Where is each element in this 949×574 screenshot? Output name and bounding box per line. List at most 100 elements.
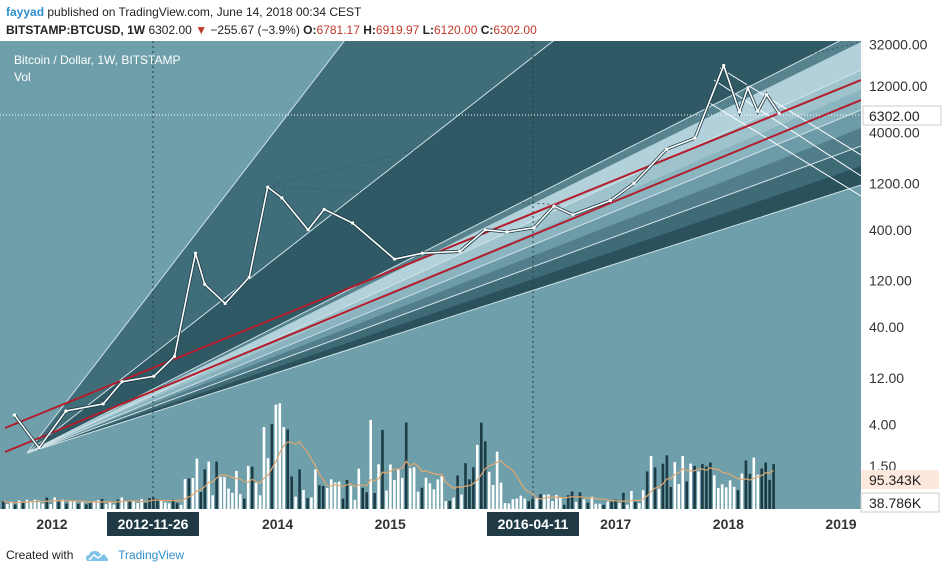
- volume-bar: [681, 456, 684, 509]
- volume-bar: [96, 500, 100, 509]
- price-change: −255.67 (−3.9%): [210, 23, 300, 37]
- created-with-text: Created with: [6, 548, 74, 562]
- volume-bar: [258, 495, 262, 509]
- volume-bar: [487, 471, 491, 509]
- volume-ma-line: [3, 440, 774, 504]
- volume-bar: [614, 499, 617, 509]
- volume-bar: [302, 490, 305, 509]
- volume-ma-label-bg: [861, 470, 939, 489]
- volume-bar: [574, 501, 578, 509]
- volume-bar: [452, 497, 455, 509]
- volume-bar: [282, 427, 285, 509]
- volume-bar: [274, 404, 278, 509]
- volume-bar: [527, 501, 530, 509]
- volume-bar: [468, 479, 471, 509]
- price-point: [223, 301, 227, 306]
- price-point: [756, 109, 760, 113]
- time-axis-ticks: 2012 2014 2015 2017 2018 2019: [36, 516, 856, 532]
- y-tick-label: 40.00: [869, 319, 904, 335]
- open-label: O:: [303, 23, 317, 37]
- symbol-name: BITSTAMP:BTCUSD, 1W: [6, 23, 146, 37]
- volume-bar: [736, 490, 740, 509]
- volume-bar: [171, 499, 175, 509]
- volume-bar: [65, 503, 68, 509]
- current-price-label-bg: [862, 105, 942, 126]
- volume-label: 38.786K: [869, 495, 922, 511]
- volume-bar: [41, 503, 45, 509]
- volume-bar: [535, 498, 538, 509]
- volume-bar: [33, 499, 37, 509]
- volume-bar: [511, 499, 515, 509]
- date-highlight-2-bg: [487, 512, 579, 536]
- volume-bar: [21, 502, 25, 509]
- price-point: [665, 147, 669, 151]
- x-tick-label: 2014: [262, 516, 293, 532]
- volume-bar: [246, 465, 250, 509]
- volume-bar: [401, 477, 404, 509]
- volume-pane: [2, 403, 775, 509]
- price-point: [306, 228, 310, 232]
- volume-bar: [760, 468, 763, 509]
- volume-bar: [626, 504, 629, 509]
- volume-bar: [460, 494, 463, 509]
- price-point: [722, 63, 726, 68]
- y-tick-label: 1200.00: [869, 175, 920, 191]
- price-point: [746, 86, 750, 90]
- volume-bar: [570, 491, 574, 509]
- volume-bar: [215, 461, 218, 509]
- volume-bar: [187, 478, 191, 509]
- volume-bar: [325, 487, 329, 509]
- author-link[interactable]: fayyad: [6, 5, 45, 19]
- price-point: [571, 213, 575, 217]
- volume-bar: [689, 463, 692, 509]
- volume-bar: [697, 471, 700, 509]
- volume-bar: [709, 462, 712, 509]
- price-point: [101, 402, 105, 406]
- published-text: published on TradingView.com, June 14, 2…: [47, 5, 362, 19]
- tradingview-link[interactable]: TradingView: [118, 548, 185, 562]
- volume-bar: [602, 504, 605, 509]
- downtrend-line: [719, 67, 861, 156]
- x-tick-label: 2015: [375, 516, 406, 532]
- volume-bar: [551, 501, 554, 509]
- volume-bar: [345, 480, 349, 509]
- volume-bar: [108, 501, 112, 509]
- price-point: [120, 380, 124, 384]
- price-point: [193, 251, 198, 255]
- volume-bar: [148, 498, 151, 509]
- volume-bar: [397, 469, 400, 509]
- footer: Created with TradingView: [6, 548, 184, 563]
- volume-bar: [140, 499, 143, 509]
- volume-bar: [701, 464, 704, 509]
- price-point: [737, 110, 742, 114]
- volume-bar: [519, 495, 523, 509]
- volume-bar: [77, 503, 80, 509]
- volume-bar: [705, 466, 708, 509]
- volume-bar: [448, 500, 451, 509]
- volume-bar: [100, 498, 104, 509]
- volume-bar: [223, 477, 226, 509]
- volume-label-bg: [860, 492, 940, 513]
- volume-bar: [29, 501, 33, 509]
- volume-bar: [81, 502, 84, 509]
- volume-bar: [566, 495, 570, 509]
- volume-bar: [357, 468, 361, 509]
- volume-bar: [764, 462, 767, 509]
- volume-bar: [160, 500, 163, 509]
- volume-bar: [531, 498, 534, 509]
- volume-bar: [483, 441, 487, 509]
- last-price: 6302.00: [148, 23, 192, 37]
- fan-ray: [26, 41, 555, 454]
- volume-bar: [144, 502, 147, 509]
- volume-ma-label: 95.343K: [869, 472, 922, 488]
- volume-bar: [559, 498, 562, 509]
- volume-bar: [436, 479, 440, 509]
- volume-bar: [377, 464, 380, 509]
- volume-bar: [618, 503, 621, 509]
- volume-bar: [606, 501, 609, 509]
- close-label: C:: [480, 23, 494, 37]
- volume-bar: [128, 501, 131, 509]
- volume-bar: [25, 499, 29, 509]
- price-point: [552, 204, 556, 208]
